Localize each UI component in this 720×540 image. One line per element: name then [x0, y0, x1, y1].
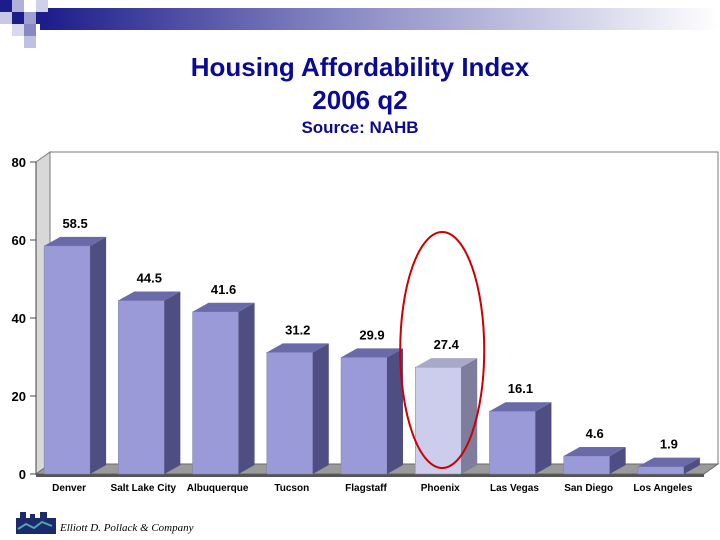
chart-source: Source: NAHB	[301, 118, 419, 137]
bar-top	[192, 302, 255, 312]
bar-side	[387, 348, 403, 474]
bar-los-angeles	[637, 466, 685, 475]
category-label: Phoenix	[421, 483, 460, 494]
bar-side	[312, 343, 329, 474]
bar-side	[164, 291, 181, 474]
y-tick-label: 80	[12, 155, 26, 170]
data-label: 41.6	[211, 282, 236, 297]
bar-albuquerque	[192, 311, 239, 475]
category-label: San Diego	[564, 483, 613, 494]
bar-phoenix	[414, 366, 462, 475]
data-label: 1.9	[660, 437, 678, 452]
category-label: Salt Lake City	[111, 483, 177, 494]
chart-subtitle-period: 2006 q2	[312, 85, 408, 115]
data-label: 44.5	[137, 270, 162, 285]
bar-chart: 0 20 40 60 80 58.5 Denver 44.5 Salt Lake City 41.…	[12, 151, 720, 494]
bar-san-diego	[563, 455, 610, 475]
y-tick-label: 60	[12, 233, 26, 248]
data-label: 31.2	[285, 322, 310, 337]
highlight-circle	[399, 231, 486, 469]
bar-top	[563, 447, 626, 457]
y-tick-label: 40	[12, 311, 26, 326]
data-label: 16.1	[508, 381, 533, 396]
bar-denver	[43, 245, 91, 475]
data-label: 4.6	[586, 426, 604, 441]
category-label: Las Vegas	[490, 483, 539, 494]
data-label: 29.9	[359, 327, 384, 342]
bar-top	[341, 348, 403, 358]
bar-top	[489, 402, 552, 412]
category-label: Albuquerque	[187, 483, 249, 494]
bar-side	[461, 358, 478, 474]
bar-side	[90, 236, 107, 474]
company-logo	[16, 512, 56, 534]
category-label: Flagstaff	[345, 483, 387, 494]
bar-side	[609, 447, 626, 474]
data-label: 27.4	[434, 337, 460, 352]
category-label: Denver	[52, 483, 86, 494]
bar-top	[44, 236, 107, 246]
bar-top	[118, 291, 181, 301]
bar-side	[535, 402, 552, 474]
bar-tucson	[266, 352, 314, 475]
bar-side	[683, 457, 700, 474]
y-tick-label: 0	[19, 467, 26, 482]
bar-salt-lake-city	[118, 300, 165, 475]
chart-title: Housing Affordability Index	[190, 52, 530, 82]
y-tick-label: 20	[12, 389, 26, 404]
bar-top	[415, 358, 478, 368]
bar-top	[637, 457, 700, 467]
category-label: Tucson	[274, 483, 309, 494]
bar-las-vegas	[489, 410, 536, 475]
bar-side	[238, 302, 255, 474]
chart-floor-edge	[36, 474, 704, 477]
data-label: 58.5	[62, 216, 87, 231]
company-name: Elliott D. Pollack & Company	[60, 522, 194, 534]
category-label: Los Angeles	[633, 483, 693, 494]
header-banner	[0, 0, 720, 48]
bar-flagstaff	[340, 357, 388, 475]
bar-top	[266, 343, 329, 353]
